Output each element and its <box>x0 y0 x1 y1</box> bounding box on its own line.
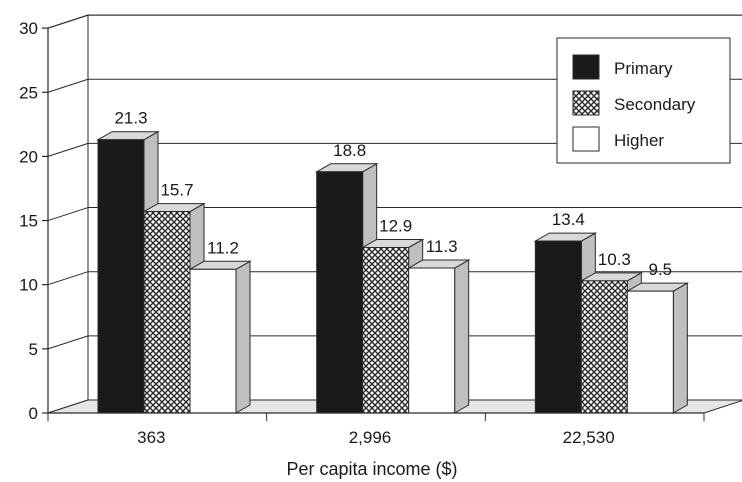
bar-front <box>189 268 237 414</box>
data-label: 15.7 <box>160 181 193 200</box>
data-label: 11.3 <box>426 237 458 256</box>
bar-side <box>672 282 688 414</box>
data-label: 10.3 <box>598 250 631 269</box>
y-tick-label: 10 <box>19 276 38 295</box>
bar-front <box>143 211 191 414</box>
data-labels: 21.3 15.7 11.2 18.8 12.9 11.3 13.4 10.3 9.5 <box>114 109 672 279</box>
x-tick-label: 2,996 <box>349 428 392 447</box>
bar-higher-0 <box>188 260 252 414</box>
bar-front <box>534 240 582 414</box>
bar-front <box>316 171 364 414</box>
bar-front <box>580 280 628 414</box>
data-label: 13.4 <box>552 210 585 229</box>
legend-label-higher: Higher <box>614 131 664 150</box>
y-tick-label: 0 <box>29 404 38 423</box>
bar-higher-2 <box>625 282 690 414</box>
x-tick-label: 363 <box>137 428 165 447</box>
gridline-side <box>47 271 89 286</box>
data-label: 9.5 <box>649 260 673 279</box>
data-label: 12.9 <box>379 216 412 235</box>
bars <box>96 130 690 414</box>
x-axis-title: Per capita income ($) <box>286 459 457 479</box>
x-tick-label: 22,530 <box>563 428 615 447</box>
bar-side <box>235 260 251 414</box>
y-tick-label: 25 <box>19 83 38 102</box>
gridline-side <box>47 207 89 222</box>
y-tick-label: 15 <box>19 212 38 231</box>
y-tick-label: 5 <box>29 340 38 359</box>
data-label: 21.3 <box>114 109 147 128</box>
legend-label-primary: Primary <box>614 59 673 78</box>
gridline-side <box>47 14 89 29</box>
y-tick-label: 30 <box>19 19 38 38</box>
bar-front <box>362 246 410 414</box>
bar-higher-1 <box>406 259 471 414</box>
y-tick-label: 20 <box>19 147 38 166</box>
bar-front <box>97 139 145 414</box>
legend-swatch-secondary <box>572 90 600 116</box>
legend-swatch-higher <box>572 126 600 152</box>
gridline-side <box>47 335 89 350</box>
legend-swatch-primary <box>572 54 600 80</box>
legend-label-secondary: Secondary <box>614 95 696 114</box>
x-axis: 363 2,996 22,530 <box>47 412 705 447</box>
bar-front <box>626 290 674 414</box>
y-axis: 0 5 10 15 20 25 30 <box>19 19 49 423</box>
data-label: 11.2 <box>207 238 239 257</box>
gridline-side <box>47 78 89 93</box>
bar-front <box>408 267 456 414</box>
data-label: 18.8 <box>333 141 366 160</box>
bar-side <box>454 259 470 414</box>
gridline-side <box>47 142 89 157</box>
legend: Primary Secondary Higher <box>556 37 731 164</box>
